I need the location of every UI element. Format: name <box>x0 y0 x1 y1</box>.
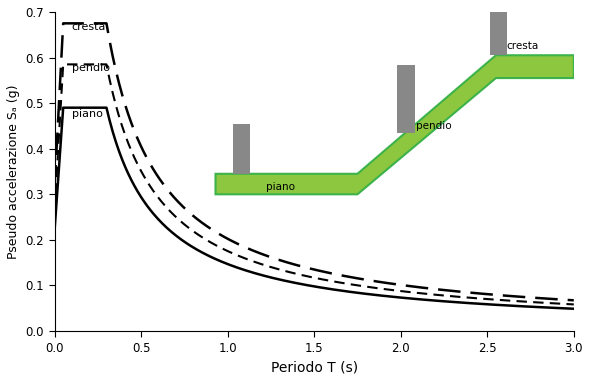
Bar <box>490 12 507 55</box>
Bar <box>397 65 415 133</box>
Text: pendio: pendio <box>417 122 452 131</box>
Polygon shape <box>215 55 574 194</box>
Text: piano: piano <box>266 181 295 192</box>
X-axis label: Periodo T (s): Periodo T (s) <box>271 360 358 374</box>
Text: pendio: pendio <box>72 64 110 74</box>
Y-axis label: Pseudo accelerazione Sₐ (g): Pseudo accelerazione Sₐ (g) <box>7 84 20 259</box>
Bar <box>233 124 250 174</box>
Text: cresta: cresta <box>506 41 539 51</box>
Text: piano: piano <box>72 109 103 119</box>
Text: cresta: cresta <box>72 22 106 32</box>
